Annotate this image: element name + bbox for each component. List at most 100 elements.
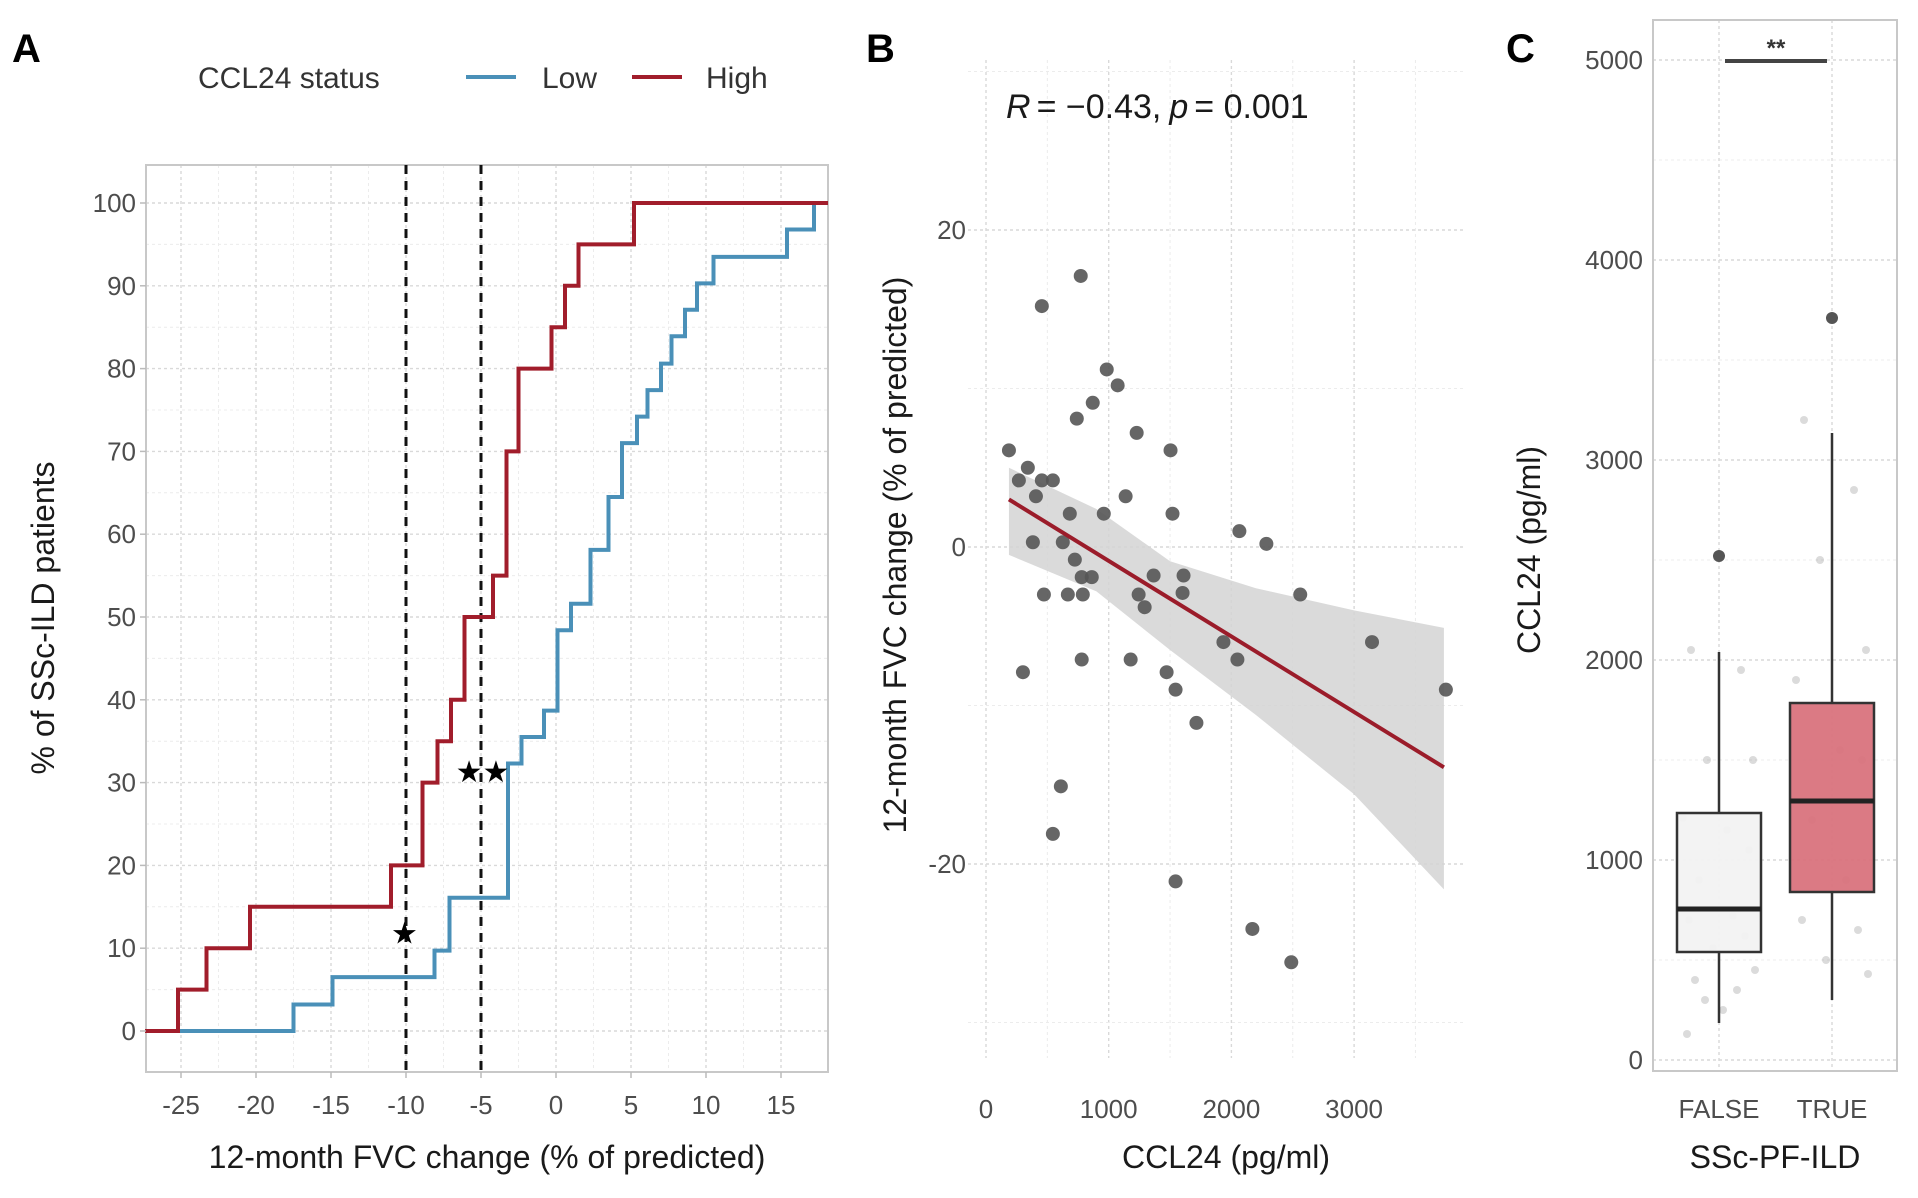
box-iqr (1675, 811, 1763, 954)
stat-p-value: = 0.001 (1194, 88, 1308, 126)
panel-a-y-ticks: 0 10 20 30 40 50 60 70 80 90 100 (93, 188, 146, 1046)
scatter-point (1137, 600, 1152, 615)
x-tick-label: -25 (162, 1090, 200, 1120)
scatter-point (1438, 682, 1453, 697)
y-tick-label: 4000 (1585, 245, 1643, 275)
scatter-point (1230, 652, 1245, 667)
stat-r-value: = −0.43, (1037, 88, 1162, 126)
panel-c-y-axis-title: CCL24 (pg/ml) (1511, 446, 1547, 654)
panel-c-plot-frame (1652, 19, 1898, 1072)
scatter-point (1365, 635, 1380, 650)
scatter-point (1165, 506, 1180, 521)
y-tick-label: 3000 (1585, 445, 1643, 475)
box-iqr (1788, 701, 1876, 894)
jitter-point (1733, 986, 1741, 994)
jitter-point (1800, 416, 1808, 424)
scatter-point (1129, 425, 1144, 440)
scatter-point (1084, 570, 1099, 585)
panel-b-correlation-stat: R = −0.43, p = 0.001 (1006, 88, 1309, 126)
y-tick-label: 2000 (1585, 645, 1643, 675)
scatter-point (1216, 635, 1231, 650)
jitter-point (1749, 756, 1757, 764)
x-tick-label: 5 (624, 1090, 638, 1120)
jitter-point (1701, 996, 1709, 1004)
y-tick-label: 60 (107, 519, 136, 549)
legend-label-low: Low (542, 62, 597, 95)
x-tick-label: FALSE (1679, 1094, 1760, 1124)
scatter-point (1074, 652, 1089, 667)
x-tick-label: 10 (692, 1090, 721, 1120)
x-tick-label: 1000 (1080, 1094, 1138, 1124)
scatter-point (1110, 378, 1125, 393)
x-tick-label: 3000 (1325, 1094, 1383, 1124)
y-tick-label: 20 (937, 215, 966, 245)
stat-p-label: p (1168, 88, 1188, 126)
jitter-point (1854, 926, 1862, 934)
jitter-point (1822, 956, 1830, 964)
outlier-point (1713, 550, 1725, 562)
scatter-point (1099, 362, 1114, 377)
jitter-point (1862, 646, 1870, 654)
scatter-point (1175, 585, 1190, 600)
panel-c-significance: ** (1725, 35, 1827, 63)
confidence-band-area (1008, 467, 1444, 890)
series-line-high (145, 201, 828, 1033)
jitter-point (1850, 486, 1858, 494)
y-tick-label: 1000 (1585, 845, 1643, 875)
legend-label-high: High (706, 62, 768, 95)
scatter-point (1118, 489, 1133, 504)
panel-a-ecdf-chart: ★★★ -25 -20 -15 -10 -5 0 5 10 15 010203040506070… (25, 62, 829, 1175)
jitter-point (1683, 1030, 1691, 1038)
y-tick-label: 30 (107, 768, 136, 798)
jitter-point (1703, 756, 1711, 764)
y-tick-label: 40 (107, 685, 136, 715)
scatter-point (1015, 665, 1030, 680)
jitter-point (1798, 916, 1806, 924)
scatter-point (1232, 524, 1247, 539)
y-tick-label: 20 (107, 850, 136, 880)
scatter-point (1034, 299, 1049, 314)
scatter-point (1146, 568, 1161, 583)
y-tick-label: 5000 (1585, 45, 1643, 75)
jitter-point (1737, 666, 1745, 674)
scatter-point (1085, 395, 1100, 410)
scatter-point (1131, 587, 1146, 602)
panel-a-legend: CCL24 status Low High (198, 62, 768, 95)
scatter-point (1060, 587, 1075, 602)
panel-c-x-axis-title: SSc-PF-ILD (1690, 1139, 1861, 1175)
panel-c-y-ticks: 0 1000 2000 3000 4000 5000 (1585, 45, 1643, 1075)
panel-b-confidence-band (1008, 467, 1444, 890)
panel-c-x-ticks: FALSE TRUE (1679, 1094, 1868, 1124)
y-tick-label: 80 (107, 354, 136, 384)
panel-b-x-ticks: 0 1000 2000 3000 (979, 1094, 1383, 1124)
y-tick-label: 0 (952, 532, 966, 562)
x-tick-label: TRUE (1797, 1094, 1868, 1124)
significance-star: ★ (391, 917, 418, 952)
y-tick-label: 90 (107, 271, 136, 301)
box-false (1675, 550, 1763, 1023)
y-tick-label: 50 (107, 602, 136, 632)
significance-label: ** (1767, 35, 1786, 62)
scatter-point (1189, 715, 1204, 730)
jitter-point (1792, 676, 1800, 684)
scatter-point (1001, 443, 1016, 458)
scatter-point (1025, 535, 1040, 550)
scatter-point (1293, 587, 1308, 602)
jitter-point (1687, 646, 1695, 654)
panel-a-letter: A (12, 27, 41, 71)
scatter-point (1045, 473, 1060, 488)
scatter-point (1069, 411, 1084, 426)
panel-a-x-ticks: -25 -20 -15 -10 -5 0 5 10 15 (162, 1072, 795, 1120)
regression-line (1007, 497, 1445, 770)
panel-b-regression-line (1007, 497, 1445, 770)
scatter-point (1073, 268, 1088, 283)
panel-c-letter: C (1506, 27, 1535, 71)
panel-c-box-chart: ** FALSE TRUE 0 1000 2000 3000 4000 5000 SSc-P… (1511, 19, 1898, 1175)
panel-b-y-axis-title: 12-month FVC change (% of predicted) (877, 277, 913, 834)
jitter-point (1691, 976, 1699, 984)
x-tick-label: -20 (237, 1090, 275, 1120)
scatter-point (1074, 570, 1089, 585)
scatter-point (1168, 874, 1183, 889)
panel-b-points (1001, 268, 1453, 970)
panel-a-plot-frame (145, 164, 829, 1073)
